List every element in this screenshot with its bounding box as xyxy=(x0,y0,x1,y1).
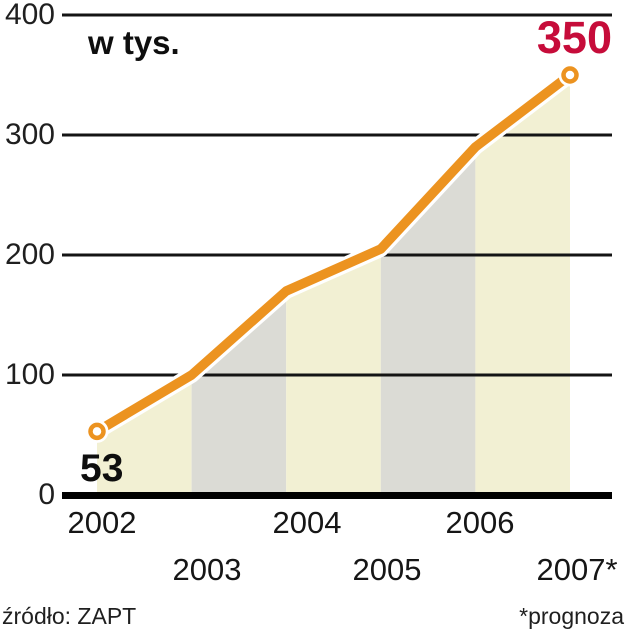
area-bands xyxy=(97,75,570,495)
y-tick-200: 200 xyxy=(4,238,55,271)
x-label-2006: 2006 xyxy=(445,505,515,540)
end-value-annotation: 350 xyxy=(536,12,612,63)
source-note: źródło: ZAPT xyxy=(2,603,137,629)
x-label-2005: 2005 xyxy=(352,552,422,587)
x-label-2004: 2004 xyxy=(272,505,342,540)
x-label-2002: 2002 xyxy=(67,505,137,540)
area-band xyxy=(380,75,476,495)
y-tick-400: 400 xyxy=(4,0,55,31)
area-band xyxy=(475,75,570,495)
gridlines xyxy=(62,13,612,377)
x-label-2007: 2007* xyxy=(536,552,618,587)
series-line xyxy=(92,70,575,437)
y-tick-300: 300 xyxy=(4,118,55,151)
unit-label: w tys. xyxy=(88,24,180,61)
x-label-2003: 2003 xyxy=(172,552,242,587)
forecast-note: *prognoza xyxy=(519,603,624,629)
y-tick-0: 0 xyxy=(38,478,55,511)
y-tick-100: 100 xyxy=(4,358,55,391)
data-marker xyxy=(88,422,106,441)
area-band xyxy=(191,75,287,495)
data-marker xyxy=(561,66,579,84)
x-axis xyxy=(62,492,612,499)
start-value-annotation: 53 xyxy=(80,447,124,490)
